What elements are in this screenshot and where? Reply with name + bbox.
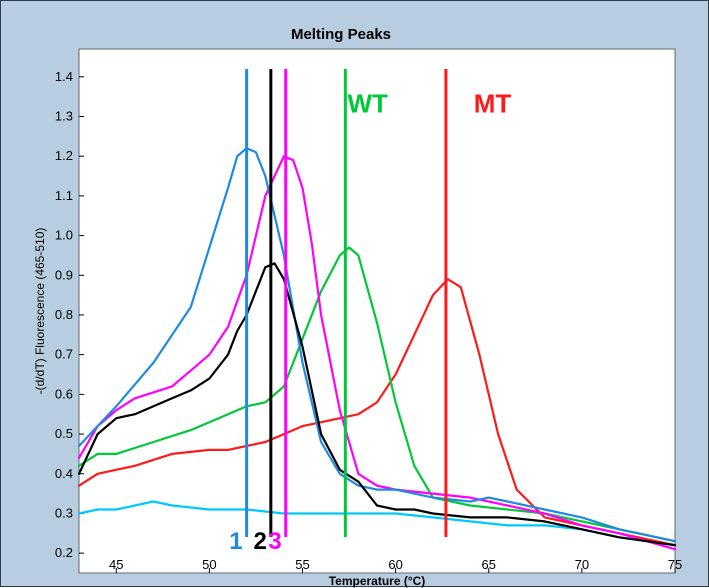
y-axis-label: -(d/dT) Fluorescence (465-510) [33,228,47,395]
y-tick-label: 0.7 [55,347,73,362]
y-tick-label: 0.3 [55,505,73,520]
marker-label-3: 3 [268,528,281,555]
series-line-6 [77,262,677,547]
y-tick-label: 1.2 [55,148,73,163]
y-tick-label: 0.8 [55,307,73,322]
series-line-1 [77,500,677,547]
x-tick-label: 50 [202,557,216,572]
x-tick-label: 75 [668,557,682,572]
series-line-4 [77,155,677,551]
marker-label-1: 1 [229,528,242,555]
annotation-wt: WT [347,89,388,119]
x-tick-label: 65 [482,557,496,572]
series-line-5 [77,147,677,543]
plot-area [78,48,676,574]
y-tick-label: 1.0 [55,228,73,243]
axes: 0.2 0.3 0.4 0.5 0.6 0.7 0.8 0.9 1.0 1.1 1.2 1.3 1.4 4… [55,69,682,573]
x-tick-label: 55 [295,557,309,572]
annotations: WT MT [347,89,511,119]
y-tick-label: 0.9 [55,267,73,282]
y-tick-label: 0.4 [55,466,73,481]
x-tick-label: 70 [575,557,589,572]
y-tick-label: 1.1 [55,188,73,203]
x-axis-label: Temperature (°C) [329,574,426,588]
y-tick-label: 1.3 [55,108,73,123]
marker-label-2: 2 [253,528,266,555]
y-tick-label: 0.5 [55,426,73,441]
chart-title: Melting Peaks [291,26,391,43]
annotation-mt: MT [474,89,512,119]
x-tick-label: 60 [388,557,402,572]
x-tick-label: 45 [109,557,123,572]
y-tick-label: 0.2 [55,545,73,560]
series-group [77,147,677,551]
y-tick-label: 0.6 [55,386,73,401]
y-tick-label: 1.4 [55,69,73,84]
series-line-2 [77,278,677,547]
